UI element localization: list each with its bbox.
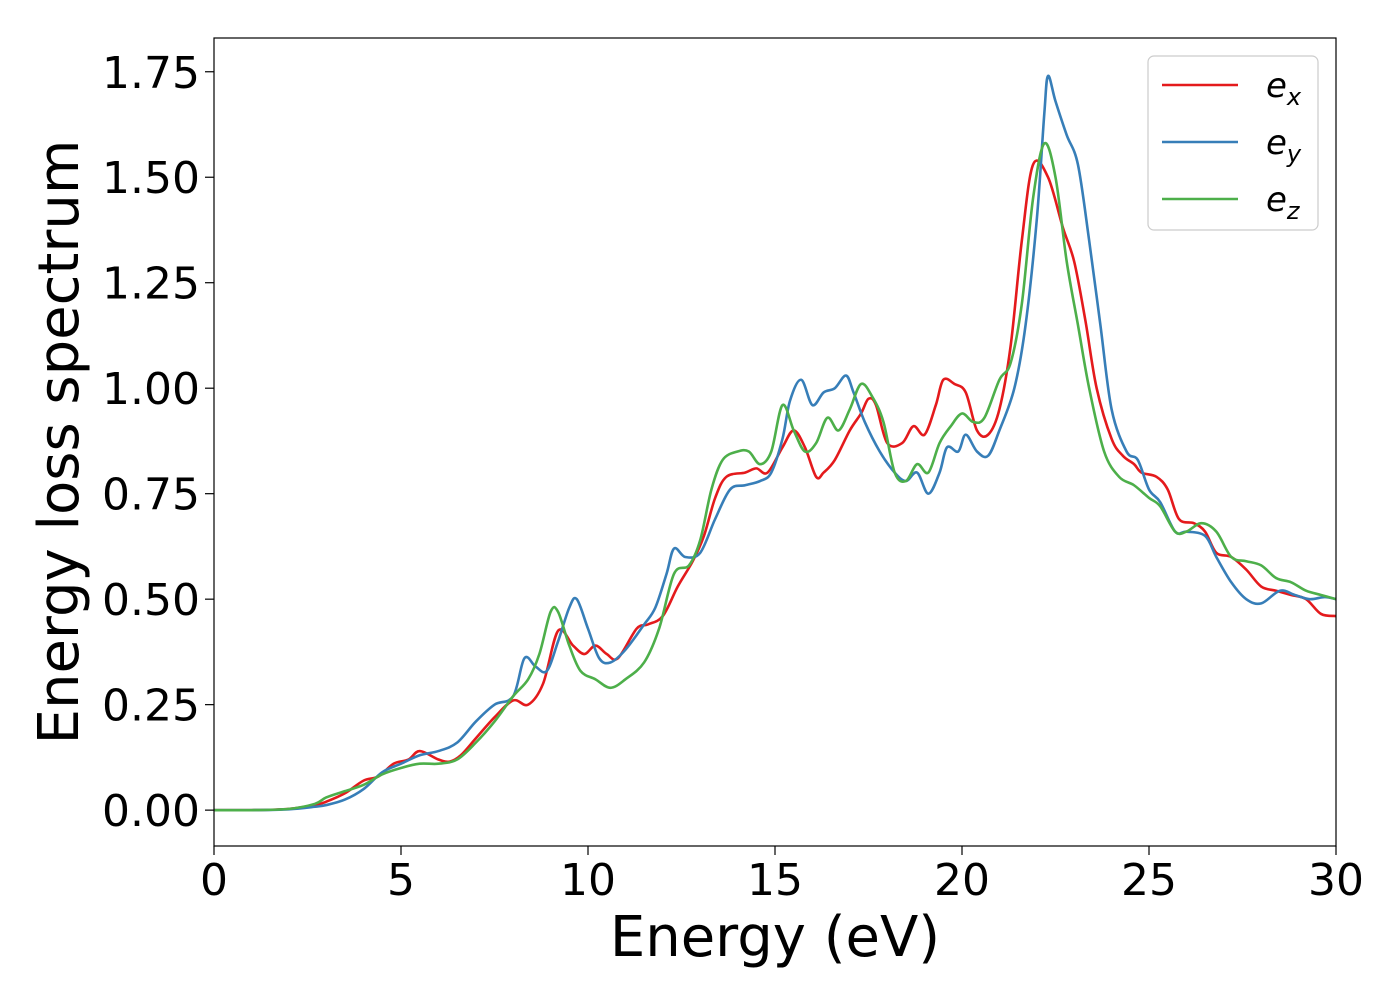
legend-label-subscript: x: [1286, 83, 1302, 111]
legend-label-base: e: [1266, 123, 1287, 163]
x-axis-ticks: 0 5 10 15 20 25 30: [200, 846, 1364, 906]
legend-label-subscript: y: [1286, 140, 1302, 168]
legend-label-ez: ez: [1266, 180, 1301, 225]
y-tick-label: 0.00: [102, 786, 200, 837]
x-tick-label: 5: [387, 855, 415, 906]
legend-label-subscript: z: [1286, 197, 1301, 225]
y-tick-label: 1.75: [102, 48, 200, 99]
x-tick-label: 0: [200, 855, 228, 906]
x-tick-label: 15: [747, 855, 803, 906]
y-tick-label: 0.25: [102, 681, 200, 732]
y-tick-label: 1.50: [102, 153, 200, 204]
y-tick-label: 1.00: [102, 364, 200, 415]
y-tick-label: 0.75: [102, 470, 200, 521]
legend-label-ex: ex: [1266, 66, 1302, 111]
x-tick-label: 30: [1308, 855, 1364, 906]
y-axis-ticks: 0.00 0.25 0.50 0.75 1.00 1.25 1.50 1.75: [102, 48, 214, 837]
x-axis-label: Energy (eV): [610, 905, 940, 970]
series-line-ez: [214, 141, 1336, 812]
y-axis-label: Energy loss spectrum: [27, 140, 92, 745]
x-tick-label: 10: [560, 855, 616, 906]
x-tick-label: 25: [1121, 855, 1177, 906]
y-tick-label: 0.50: [102, 575, 200, 626]
legend-label-ey: ey: [1266, 123, 1302, 168]
series-layer: [214, 74, 1336, 812]
legend-label-base: e: [1266, 66, 1287, 106]
x-tick-label: 20: [934, 855, 990, 906]
legend-label-base: e: [1266, 180, 1287, 220]
y-tick-label: 1.25: [102, 259, 200, 310]
series-line-ex: [214, 159, 1336, 812]
